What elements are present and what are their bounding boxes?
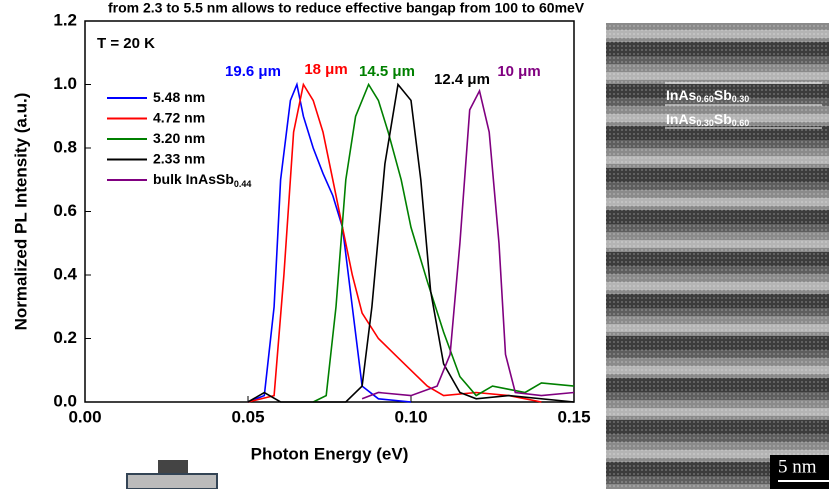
legend-label: 2.33 nm	[153, 150, 205, 166]
legend-text: 4.72 nm	[153, 109, 205, 125]
condition-label: T = 20 K	[97, 35, 155, 52]
legend-label: 5.48 nm	[153, 89, 205, 105]
legend-label: 3.20 nm	[153, 130, 205, 146]
series-line	[361, 88, 575, 400]
x-tick-label: 0.10	[394, 407, 427, 426]
layer-sub: 0.30	[696, 118, 714, 128]
device-icon	[126, 460, 218, 489]
x-tick-label: 0.05	[231, 407, 264, 426]
y-axis-label: Normalized PL Intensity (a.u.)	[11, 93, 30, 331]
legend-label: bulk InAsSb0.44	[153, 171, 251, 190]
legend-text: 5.48 nm	[153, 89, 205, 105]
series-line	[247, 82, 575, 403]
layer-sub: 0.60	[732, 118, 750, 128]
y-tick-label: 0.6	[53, 201, 77, 220]
layer-mid: Sb	[714, 87, 732, 103]
legend-text: 2.33 nm	[153, 150, 205, 166]
peak-label: 10 μm	[497, 63, 540, 80]
peak-label: 19.6 μm	[225, 63, 281, 80]
y-tick-label: 0.0	[53, 391, 77, 410]
layer-label: InAs0.60Sb0.30	[666, 87, 749, 105]
legend-text: 3.20 nm	[153, 130, 205, 146]
series-line	[312, 82, 575, 403]
x-tick-label: 0.15	[557, 407, 590, 426]
y-tick-label: 0.4	[53, 264, 77, 283]
layer-label: InAs0.30Sb0.60	[666, 111, 749, 129]
scale-bar-label: 5 nm	[778, 456, 817, 477]
layer-sub: 0.60	[696, 94, 714, 104]
legend-label: 4.72 nm	[153, 109, 205, 125]
x-tick-label: 0.00	[68, 407, 101, 426]
y-tick-label: 0.2	[53, 328, 77, 347]
layer-base: InAs	[666, 111, 697, 127]
title: from 2.3 to 5.5 nm allows to reduce effe…	[108, 0, 585, 16]
series-line	[247, 81, 412, 403]
peak-label: 14.5 μm	[359, 63, 415, 80]
y-tick-label: 1.0	[53, 74, 77, 93]
series-line	[247, 82, 542, 403]
peak-label: 12.4 μm	[434, 71, 490, 88]
peak-label: 18 μm	[304, 61, 347, 78]
layer-sub: 0.30	[732, 94, 750, 104]
y-tick-label: 1.2	[53, 10, 77, 29]
legend-subscript: 0.44	[234, 179, 252, 189]
layer-mid: Sb	[714, 111, 732, 127]
tem-image	[606, 23, 829, 489]
x-axis-label: Photon Energy (eV)	[251, 444, 409, 463]
legend-text: bulk InAsSb	[153, 171, 234, 187]
layer-base: InAs	[666, 87, 697, 103]
y-tick-label: 0.8	[53, 137, 77, 156]
